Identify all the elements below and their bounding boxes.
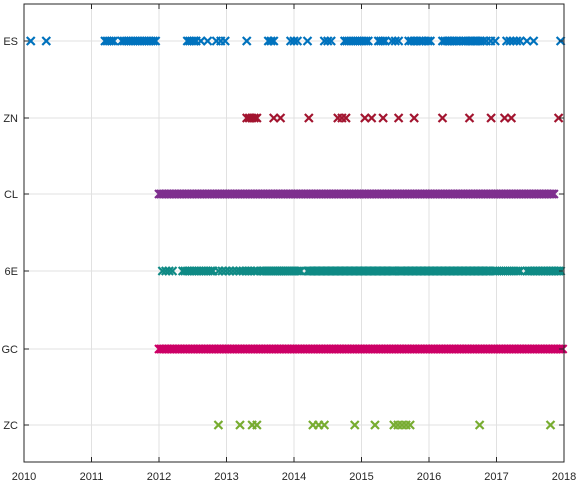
x-marker [425, 36, 436, 46]
series-gc [154, 344, 568, 354]
x-marker [390, 36, 401, 46]
x-marker [220, 266, 231, 276]
x-marker [378, 113, 388, 123]
x-marker [292, 36, 303, 46]
x-marker [361, 36, 371, 46]
grid [24, 4, 564, 462]
y-axis: ES ZN CL 6E GC ZC [2, 36, 564, 432]
x-marker [322, 36, 333, 46]
x-marker [25, 36, 36, 46]
x-marker [370, 420, 380, 430]
x-axis: 2010 2011 2012 2013 2014 2015 2016 2017 2018 [12, 4, 576, 483]
x-marker [363, 36, 374, 46]
x-tick-label: 2013 [214, 471, 238, 483]
x-marker [302, 36, 313, 46]
y-tick-label: 6E [5, 266, 18, 278]
y-tick-label: ZC [3, 420, 18, 432]
x-marker [349, 420, 360, 430]
x-marker [545, 189, 556, 199]
x-marker [202, 36, 213, 46]
x-marker [423, 36, 433, 46]
x-marker [275, 113, 286, 123]
x-marker [252, 113, 262, 123]
x-marker [464, 113, 475, 123]
x-tick-label: 2016 [417, 471, 441, 483]
x-marker [549, 189, 559, 199]
x-marker [268, 36, 279, 46]
x-marker [252, 420, 262, 430]
x-marker [393, 36, 404, 46]
x-marker [326, 36, 336, 46]
x-marker [341, 113, 351, 123]
x-marker [366, 113, 377, 123]
x-marker [228, 266, 238, 276]
x-marker [289, 36, 299, 46]
series-zn [241, 113, 564, 123]
x-marker [409, 113, 419, 123]
x-marker [304, 113, 314, 123]
x-marker [553, 113, 564, 123]
x-marker [319, 420, 330, 430]
x-marker [213, 266, 224, 276]
x-tick-label: 2018 [552, 471, 576, 483]
x-marker [189, 36, 199, 46]
x-marker [437, 113, 448, 123]
x-tick-label: 2012 [147, 471, 171, 483]
x-marker [552, 266, 563, 276]
x-marker [167, 266, 178, 276]
data-marks [25, 36, 568, 430]
x-marker [478, 36, 488, 46]
x-marker [513, 266, 523, 276]
x-marker [393, 113, 404, 123]
x-marker [266, 36, 276, 46]
x-tick-label: 2011 [80, 471, 104, 483]
x-marker [220, 36, 230, 46]
x-tick-label: 2015 [349, 471, 373, 483]
y-tick-label: ZN [3, 113, 18, 125]
y-tick-label: GC [2, 344, 19, 356]
x-marker [490, 36, 500, 46]
series-zc [213, 420, 556, 430]
x-tick-label: 2010 [12, 471, 36, 483]
x-marker [506, 113, 517, 123]
x-marker [294, 266, 304, 276]
x-marker [150, 36, 161, 46]
x-marker [108, 36, 119, 46]
series-cl [154, 189, 559, 199]
series-6e [157, 266, 566, 276]
x-marker [224, 266, 235, 276]
x-marker [486, 113, 496, 123]
x-marker [241, 36, 252, 46]
x-tick-label: 2014 [282, 471, 306, 483]
x-marker [528, 36, 539, 46]
x-marker [217, 266, 227, 276]
x-tick-label: 2017 [484, 471, 508, 483]
x-marker [235, 420, 245, 430]
x-marker [205, 266, 216, 276]
y-tick-label: CL [4, 189, 18, 201]
x-marker [474, 420, 485, 430]
x-marker [213, 420, 224, 430]
x-marker [249, 113, 260, 123]
series-es [25, 36, 566, 46]
x-marker [148, 36, 159, 46]
x-marker [41, 36, 52, 46]
x-marker [164, 266, 174, 276]
y-tick-label: ES [3, 36, 18, 48]
x-marker [378, 36, 388, 46]
x-marker [405, 420, 415, 430]
x-marker [511, 36, 522, 46]
x-marker [547, 189, 558, 199]
x-marker [545, 420, 556, 430]
x-marker [106, 36, 117, 46]
